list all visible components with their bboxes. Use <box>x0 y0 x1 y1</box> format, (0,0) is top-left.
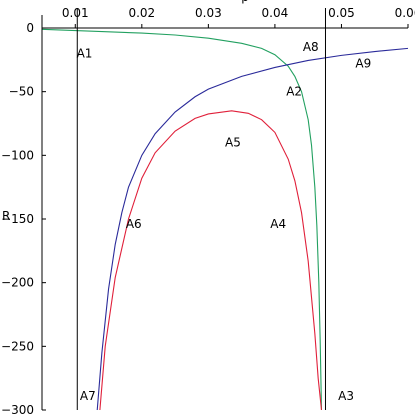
annotation-a8: A8 <box>303 40 319 54</box>
annotation-a6: A6 <box>126 217 142 231</box>
x-tick-label: 0.01 <box>62 6 89 20</box>
reference-lines <box>76 8 326 410</box>
annotation-a4: A4 <box>270 217 286 231</box>
annotation-a1: A1 <box>77 46 93 60</box>
x-tick-label: 0.05 <box>328 6 355 20</box>
y-tick-label: −300 <box>1 403 34 415</box>
x-tick-label: 0.06 <box>395 6 415 20</box>
y-axis-label: R <box>2 209 10 223</box>
annotation-a5: A5 <box>225 136 241 150</box>
annotation-a7: A7 <box>80 389 96 403</box>
y-tick-label: −150 <box>1 212 34 226</box>
x-tick-label: 0.04 <box>262 6 289 20</box>
blue-curve <box>96 47 409 411</box>
x-tick-label: 0.02 <box>128 6 155 20</box>
annotation-a2: A2 <box>286 85 302 99</box>
y-tick-label: −100 <box>1 148 34 162</box>
curves <box>41 28 409 411</box>
x-tick-label: 0.03 <box>195 6 222 20</box>
y-tick-label: −50 <box>9 85 34 99</box>
green-curve <box>41 28 323 411</box>
annotation-labels: A1 A2 A3 A4 A5 A6 A7 A8 A9 <box>77 40 372 403</box>
red-curve <box>99 110 323 411</box>
y-tick-label: −200 <box>1 276 34 290</box>
y-tick-label: −250 <box>1 339 34 353</box>
y-tick-label: 0 <box>26 21 34 35</box>
annotation-a9: A9 <box>355 57 371 71</box>
x-axis-label: p <box>241 0 249 4</box>
annotation-a3: A3 <box>338 389 354 403</box>
